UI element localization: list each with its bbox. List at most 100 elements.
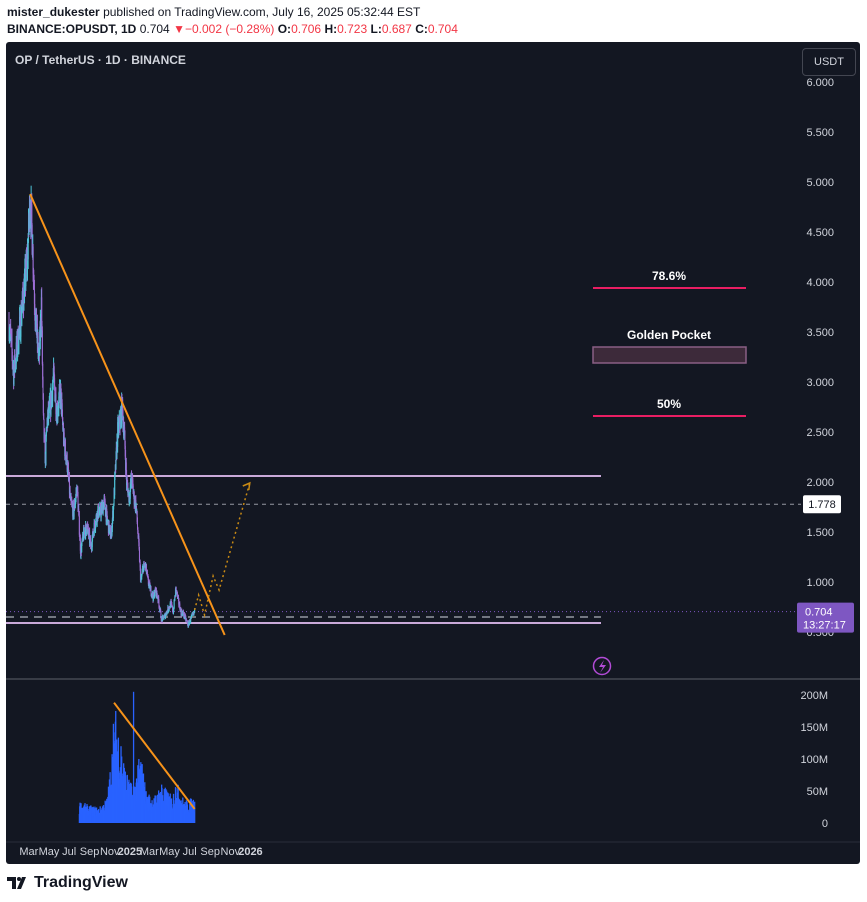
candle-body [162, 616, 164, 621]
lightning-icon-bolt [599, 660, 606, 673]
candle-body [165, 614, 167, 618]
price-tick-label: 5.000 [806, 177, 834, 189]
high-label: H: [324, 22, 338, 36]
volume-tick-label: 100M [800, 754, 828, 766]
candle-body [156, 595, 158, 598]
time-tick-label: Jul [62, 846, 76, 858]
candle-body [113, 489, 115, 506]
candle-body [171, 606, 173, 612]
price-tick-label: 1.500 [806, 527, 834, 539]
candle-body [194, 608, 196, 613]
candle-body [167, 606, 169, 611]
chart-title: OP / TetherUS · 1D · BINANCE [15, 53, 186, 67]
brand-name: TradingView [34, 874, 128, 891]
candle-body [160, 609, 162, 612]
time-tick-label: May [159, 846, 180, 858]
time-tick-label: May [39, 846, 60, 858]
candle-body [100, 508, 102, 518]
chart-panel[interactable]: 6.000 5.500 5.000 4.500 4.000 3.500 3.000 2.500… [6, 42, 860, 864]
volume-bars [78, 691, 196, 823]
candle-body [78, 508, 80, 512]
candle-body [160, 611, 162, 619]
candle-body [162, 615, 164, 618]
volume-trendline [113, 702, 196, 810]
candle-body [176, 593, 178, 598]
candle-body [141, 574, 143, 577]
low-label: L: [370, 22, 382, 36]
volume-bar [79, 802, 81, 823]
candle-body [191, 615, 193, 617]
candle-body [129, 487, 131, 499]
projection-path [193, 482, 251, 618]
candle-body [95, 518, 97, 526]
candle-body [180, 608, 182, 611]
candle-body [79, 537, 81, 551]
current-price-tag [797, 602, 854, 633]
author-name[interactable]: mister_dukester [7, 5, 100, 19]
candle-body [109, 527, 111, 539]
candle-body [77, 487, 79, 497]
candle-body [61, 403, 63, 416]
price-tick-label: 2.000 [806, 477, 834, 489]
candle-body [94, 526, 96, 530]
candle-body [13, 369, 15, 385]
tradingview-footer[interactable]: TradingView [6, 872, 128, 894]
candle-body [125, 462, 127, 475]
candle-body [132, 485, 134, 494]
candle-body [104, 500, 106, 510]
volume-bar [94, 808, 96, 823]
candle-body [16, 335, 18, 354]
candle-body [187, 622, 189, 627]
candle-body [72, 502, 74, 517]
candle-body [140, 577, 142, 582]
candle-body [96, 515, 98, 520]
volume-bar [190, 798, 192, 823]
candle-body [11, 351, 13, 362]
volume-bar [135, 778, 138, 823]
candle-body [54, 377, 56, 387]
candle-body [60, 383, 62, 389]
candle-body [158, 596, 160, 602]
candle-body [77, 496, 79, 511]
candle-body [135, 505, 137, 512]
candle-body [22, 289, 24, 299]
price-tick-label: 5.500 [806, 127, 834, 139]
candle-body [34, 315, 36, 325]
candles [8, 185, 196, 628]
level-price-tag [803, 495, 841, 514]
candle-body [99, 505, 101, 514]
candle-body [117, 422, 119, 447]
candle-body [114, 476, 116, 496]
candle-body [175, 586, 177, 593]
candle-body [187, 622, 189, 626]
candle-body [141, 571, 143, 575]
golden-pocket-label: Golden Pocket [627, 328, 711, 342]
currency-button[interactable]: USDT [802, 48, 856, 76]
candle-body [171, 603, 173, 607]
fib-50-label: 50% [657, 397, 681, 411]
level-price-tag-label: 1.778 [808, 499, 836, 511]
last-price-header: 0.704 [139, 22, 170, 36]
candle-body [138, 542, 140, 549]
change-value: −0.002 (−0.28%) [184, 22, 275, 36]
candle-body [149, 582, 151, 584]
fib-786-label: 78.6% [652, 269, 686, 283]
candle-body [143, 563, 145, 567]
price-chart[interactable]: 6.000 5.500 5.000 4.500 4.000 3.500 3.000 2.500… [6, 42, 860, 864]
volume-bar [102, 805, 105, 823]
candle-body [163, 618, 165, 620]
volume-bar [194, 801, 196, 823]
time-tick-label: Sep [80, 846, 100, 858]
candle-body [166, 610, 168, 615]
volume-tick-label: 50M [807, 786, 828, 798]
countdown-label: 13:27:17 [803, 620, 846, 632]
price-tick-label: 3.000 [806, 377, 834, 389]
candle-body [105, 509, 107, 522]
candle-body [161, 617, 163, 619]
candle-body [42, 393, 44, 414]
candle-body [86, 528, 88, 534]
close-value: 0.704 [427, 22, 458, 36]
time-tick-label: Mar [19, 846, 38, 858]
candle-body [132, 480, 134, 486]
time-tick-label: Mar [140, 846, 159, 858]
